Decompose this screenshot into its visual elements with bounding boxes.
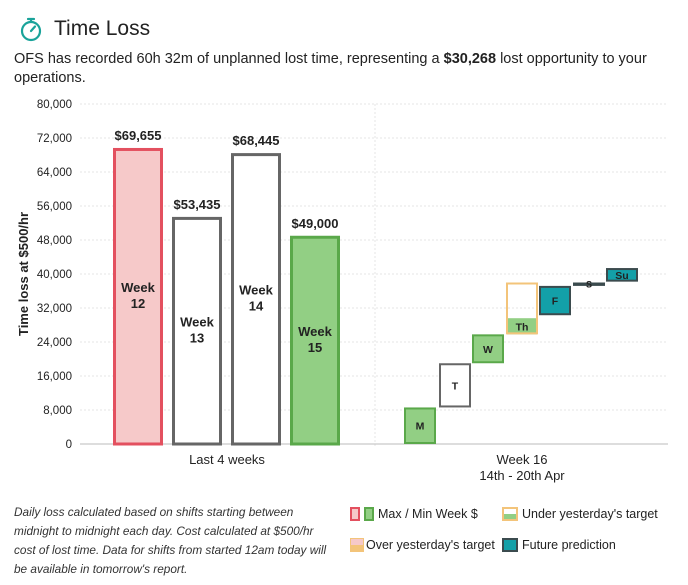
y-tick-label: 64,000 [37, 167, 72, 179]
y-tick-label: 16,000 [37, 371, 72, 383]
summary-amount: $30,268 [443, 51, 497, 67]
summary-text: OFS has recorded 60h 32m of unplanned lo… [14, 50, 674, 88]
day-bar-label: Su [615, 270, 628, 282]
x-group-label: Last 4 weeks [189, 452, 265, 467]
week-bar-label: 14 [249, 299, 264, 314]
y-tick-label: 56,000 [37, 201, 72, 213]
time-loss-chart: 0 8,000 16,000 24,000 32,000 40,000 48,000 56,0… [16, 99, 668, 483]
legend-over-target-swatch [350, 538, 364, 552]
legend-min-swatch [364, 507, 374, 521]
day-bar-fill [507, 318, 537, 335]
day-bar-label: F [552, 296, 559, 308]
day-bar [539, 285, 571, 316]
legend-over-target-label: Over yesterday's target [366, 538, 495, 552]
day-bar-label: S [586, 280, 592, 290]
week-value-label: $53,435 [174, 197, 221, 212]
week-bar [113, 147, 163, 446]
day-bar [404, 407, 436, 445]
legend-future-label: Future prediction [522, 538, 616, 552]
week-value-label: $69,655 [115, 128, 162, 143]
legend-under-target-swatch [502, 507, 518, 521]
legend-max-min-label: Max / Min Week $ [378, 507, 478, 521]
y-tick-label: 72,000 [37, 133, 72, 145]
y-tick-label: 40,000 [37, 269, 72, 281]
legend-max-min: Max / Min Week $ [350, 507, 478, 521]
summary-text-after: lost opportunity to your operations. [14, 51, 647, 86]
day-bar [439, 363, 471, 408]
day-bar [506, 282, 538, 335]
legend-future-swatch [502, 538, 518, 552]
week-bar-label: 13 [190, 330, 204, 345]
stopwatch-icon [20, 17, 42, 42]
legend-under-target: Under yesterday's target [502, 507, 658, 521]
week-bar-label: 15 [308, 340, 322, 355]
y-tick-label: 48,000 [37, 235, 72, 247]
summary-text-before: OFS has recorded 60h 32m of unplanned lo… [14, 51, 444, 67]
y-tick-label: 8,000 [43, 405, 72, 417]
y-tick-label: 80,000 [37, 99, 72, 111]
y-tick-label: 0 [66, 439, 72, 451]
header: Time Loss [18, 12, 150, 46]
x-group-label: 14th - 20th Apr [479, 468, 565, 483]
y-tick-label: 32,000 [37, 303, 72, 315]
day-bar [606, 268, 638, 282]
legend-over-target: Over yesterday's target [350, 538, 495, 552]
day-bar [573, 282, 605, 286]
week-bar-label: Week [239, 283, 273, 298]
day-bar-label: M [416, 421, 425, 433]
day-bar [472, 334, 504, 364]
week-bar-label: 12 [131, 296, 145, 311]
week-bar-label: Week [180, 314, 214, 329]
legend-under-target-label: Under yesterday's target [522, 507, 658, 521]
week-bar [290, 235, 340, 446]
y-tick-label: 24,000 [37, 337, 72, 349]
week-value-label: $68,445 [233, 133, 280, 148]
week-bar [172, 216, 222, 446]
footnote: Daily loss calculated based on shifts st… [14, 505, 327, 576]
y-axis-label: Time loss at $500/hr [16, 212, 31, 336]
day-bar-label: T [452, 380, 459, 392]
week-bar [231, 153, 281, 446]
legend: Max / Min Week $ Under yesterday's targe… [346, 505, 682, 575]
day-bar-label: Th [516, 321, 529, 333]
legend-future: Future prediction [502, 538, 616, 552]
week-value-label: $49,000 [292, 216, 339, 231]
page-title: Time Loss [54, 17, 151, 40]
x-group-label: Week 16 [496, 452, 547, 467]
week-bar-label: Week [121, 280, 155, 295]
week-bar-label: Week [298, 324, 332, 339]
legend-max-swatch [350, 507, 360, 521]
day-bar-label: W [483, 344, 493, 356]
